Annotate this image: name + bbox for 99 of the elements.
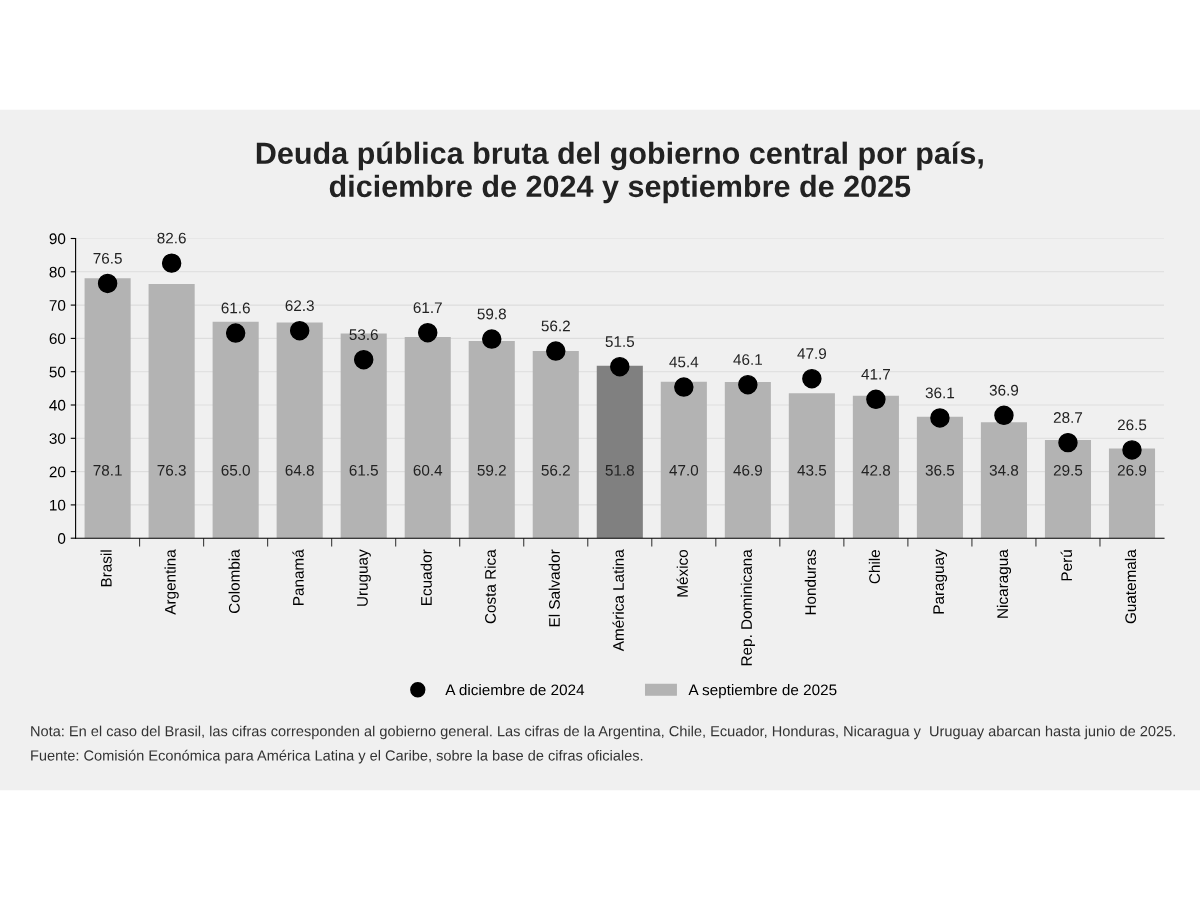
y-tick-label: 10 — [50, 499, 66, 511]
source-note: Fuente: Comisión Económica para América Latina y el Caribe, sobre la base de cifras oficiales. — [31, 749, 643, 764]
data-label: 51.5 — [605, 336, 635, 348]
bar — [532, 351, 579, 539]
data-label: 46.1 — [733, 354, 762, 365]
point — [738, 374, 758, 395]
point — [546, 341, 566, 361]
point — [802, 368, 822, 389]
y-tick-label: 60 — [49, 333, 66, 345]
data-label: 28.7 — [1053, 412, 1083, 423]
bar — [916, 416, 963, 539]
point — [674, 377, 694, 397]
data-label: 46.9 — [733, 464, 762, 476]
data-label: 53.6 — [349, 329, 378, 341]
x-tick-label: Guatemala — [1124, 549, 1137, 624]
chart-title: Deuda pública bruta del gobierno central por país, diciembre de 2024 y septiembre de 2025 — [256, 141, 983, 204]
legend-label: A diciembre de 2024 — [445, 684, 585, 696]
x-tick-label: México — [676, 549, 688, 597]
x-tick-label: Costa Rica — [484, 549, 496, 624]
data-label: 45.4 — [669, 356, 699, 368]
point — [866, 389, 886, 410]
point — [1058, 432, 1078, 453]
y-tick-label: 40 — [49, 399, 66, 411]
data-label: 61.7 — [413, 302, 442, 314]
data-label: 62.3 — [285, 300, 314, 312]
bar — [212, 321, 259, 539]
bar — [404, 337, 451, 539]
data-label: 51.8 — [605, 464, 634, 476]
legend-label: A septiembre de 2025 — [688, 684, 837, 699]
data-label: 47.0 — [669, 464, 699, 476]
x-tick-label: Panamá — [292, 549, 304, 605]
x-tick-label: Argentina — [164, 549, 179, 615]
x-tick-label: Uruguay — [357, 549, 371, 606]
text: Nota: En el caso del Brasil, las cifras corresponden al gobierno general. Las cifras de la Argentina, Chile, Ecuador, Honduras, Nicaragua y Uruguay abarcan hasta junio de 2025. — [31, 725, 1175, 740]
data-label: 56.2 — [541, 320, 570, 332]
data-label: 61.5 — [349, 464, 378, 476]
data-label: 59.8 — [477, 308, 506, 320]
bar — [596, 365, 643, 539]
data-label: 59.2 — [477, 464, 506, 476]
x-tick-label: Ecuador — [420, 549, 432, 605]
x-tick-label: Colombia — [228, 549, 240, 614]
bar — [1044, 439, 1092, 539]
x-tick-label: Chile — [868, 549, 880, 584]
data-label: 78.1 — [93, 464, 122, 476]
x-tick-label: Honduras — [804, 549, 816, 615]
data-label: 76.3 — [157, 464, 186, 476]
data-label: 60.4 — [413, 464, 443, 476]
point — [610, 356, 630, 377]
x-tick-label: Brasil — [100, 550, 112, 587]
bar — [788, 393, 835, 539]
data-label: 61.6 — [221, 302, 250, 314]
x-tick-label: América Latina — [612, 549, 624, 652]
y-tick-label: 90 — [49, 233, 66, 245]
bar — [724, 382, 771, 539]
bar — [660, 381, 707, 539]
data-label: 42.8 — [861, 464, 891, 476]
data-label: 26.5 — [1117, 419, 1147, 431]
data-label: 34.8 — [989, 464, 1019, 476]
y-tick-label: 20 — [49, 466, 66, 478]
data-label: 65.0 — [221, 464, 250, 476]
point — [930, 408, 950, 428]
y-tick-label: 70 — [49, 299, 66, 311]
data-label: 26.9 — [1117, 464, 1147, 476]
x-tick-label: Rep. Dominicana — [740, 549, 755, 666]
bar — [852, 395, 899, 539]
x-tick-label: El Salvador — [548, 549, 560, 627]
y-tick-label: 80 — [49, 266, 66, 278]
bar — [468, 341, 515, 539]
point — [482, 329, 502, 349]
data-label: 36.1 — [925, 387, 955, 399]
point — [418, 323, 438, 343]
y-tick-label: 30 — [49, 433, 66, 444]
data-label: 36.5 — [925, 464, 955, 476]
data-label: 64.8 — [285, 464, 314, 476]
data-label: 29.5 — [1053, 464, 1083, 476]
y-tick-label: 50 — [49, 366, 66, 378]
bar — [1108, 448, 1156, 539]
data-label: 76.5 — [93, 252, 122, 264]
point — [289, 321, 310, 341]
data-label: 47.9 — [797, 348, 827, 360]
point — [97, 273, 118, 294]
data-label: 82.6 — [157, 232, 186, 244]
data-label: 36.9 — [989, 384, 1019, 396]
point — [225, 323, 246, 343]
x-tick-label: Paraguay — [933, 549, 948, 614]
point — [353, 349, 374, 370]
point — [1122, 440, 1142, 460]
bar — [276, 322, 323, 539]
bar — [84, 278, 131, 539]
x-tick-label: Nicaragua — [996, 549, 1012, 618]
bar — [980, 422, 1027, 539]
bar — [148, 284, 195, 539]
point — [994, 405, 1014, 426]
y-tick-label: 0 — [57, 533, 66, 544]
x-tick-label: Perú — [1060, 550, 1073, 581]
point — [161, 253, 182, 273]
data-label: 41.7 — [861, 368, 890, 380]
data-label: 56.2 — [541, 464, 570, 476]
data-label: 43.5 — [797, 464, 827, 476]
